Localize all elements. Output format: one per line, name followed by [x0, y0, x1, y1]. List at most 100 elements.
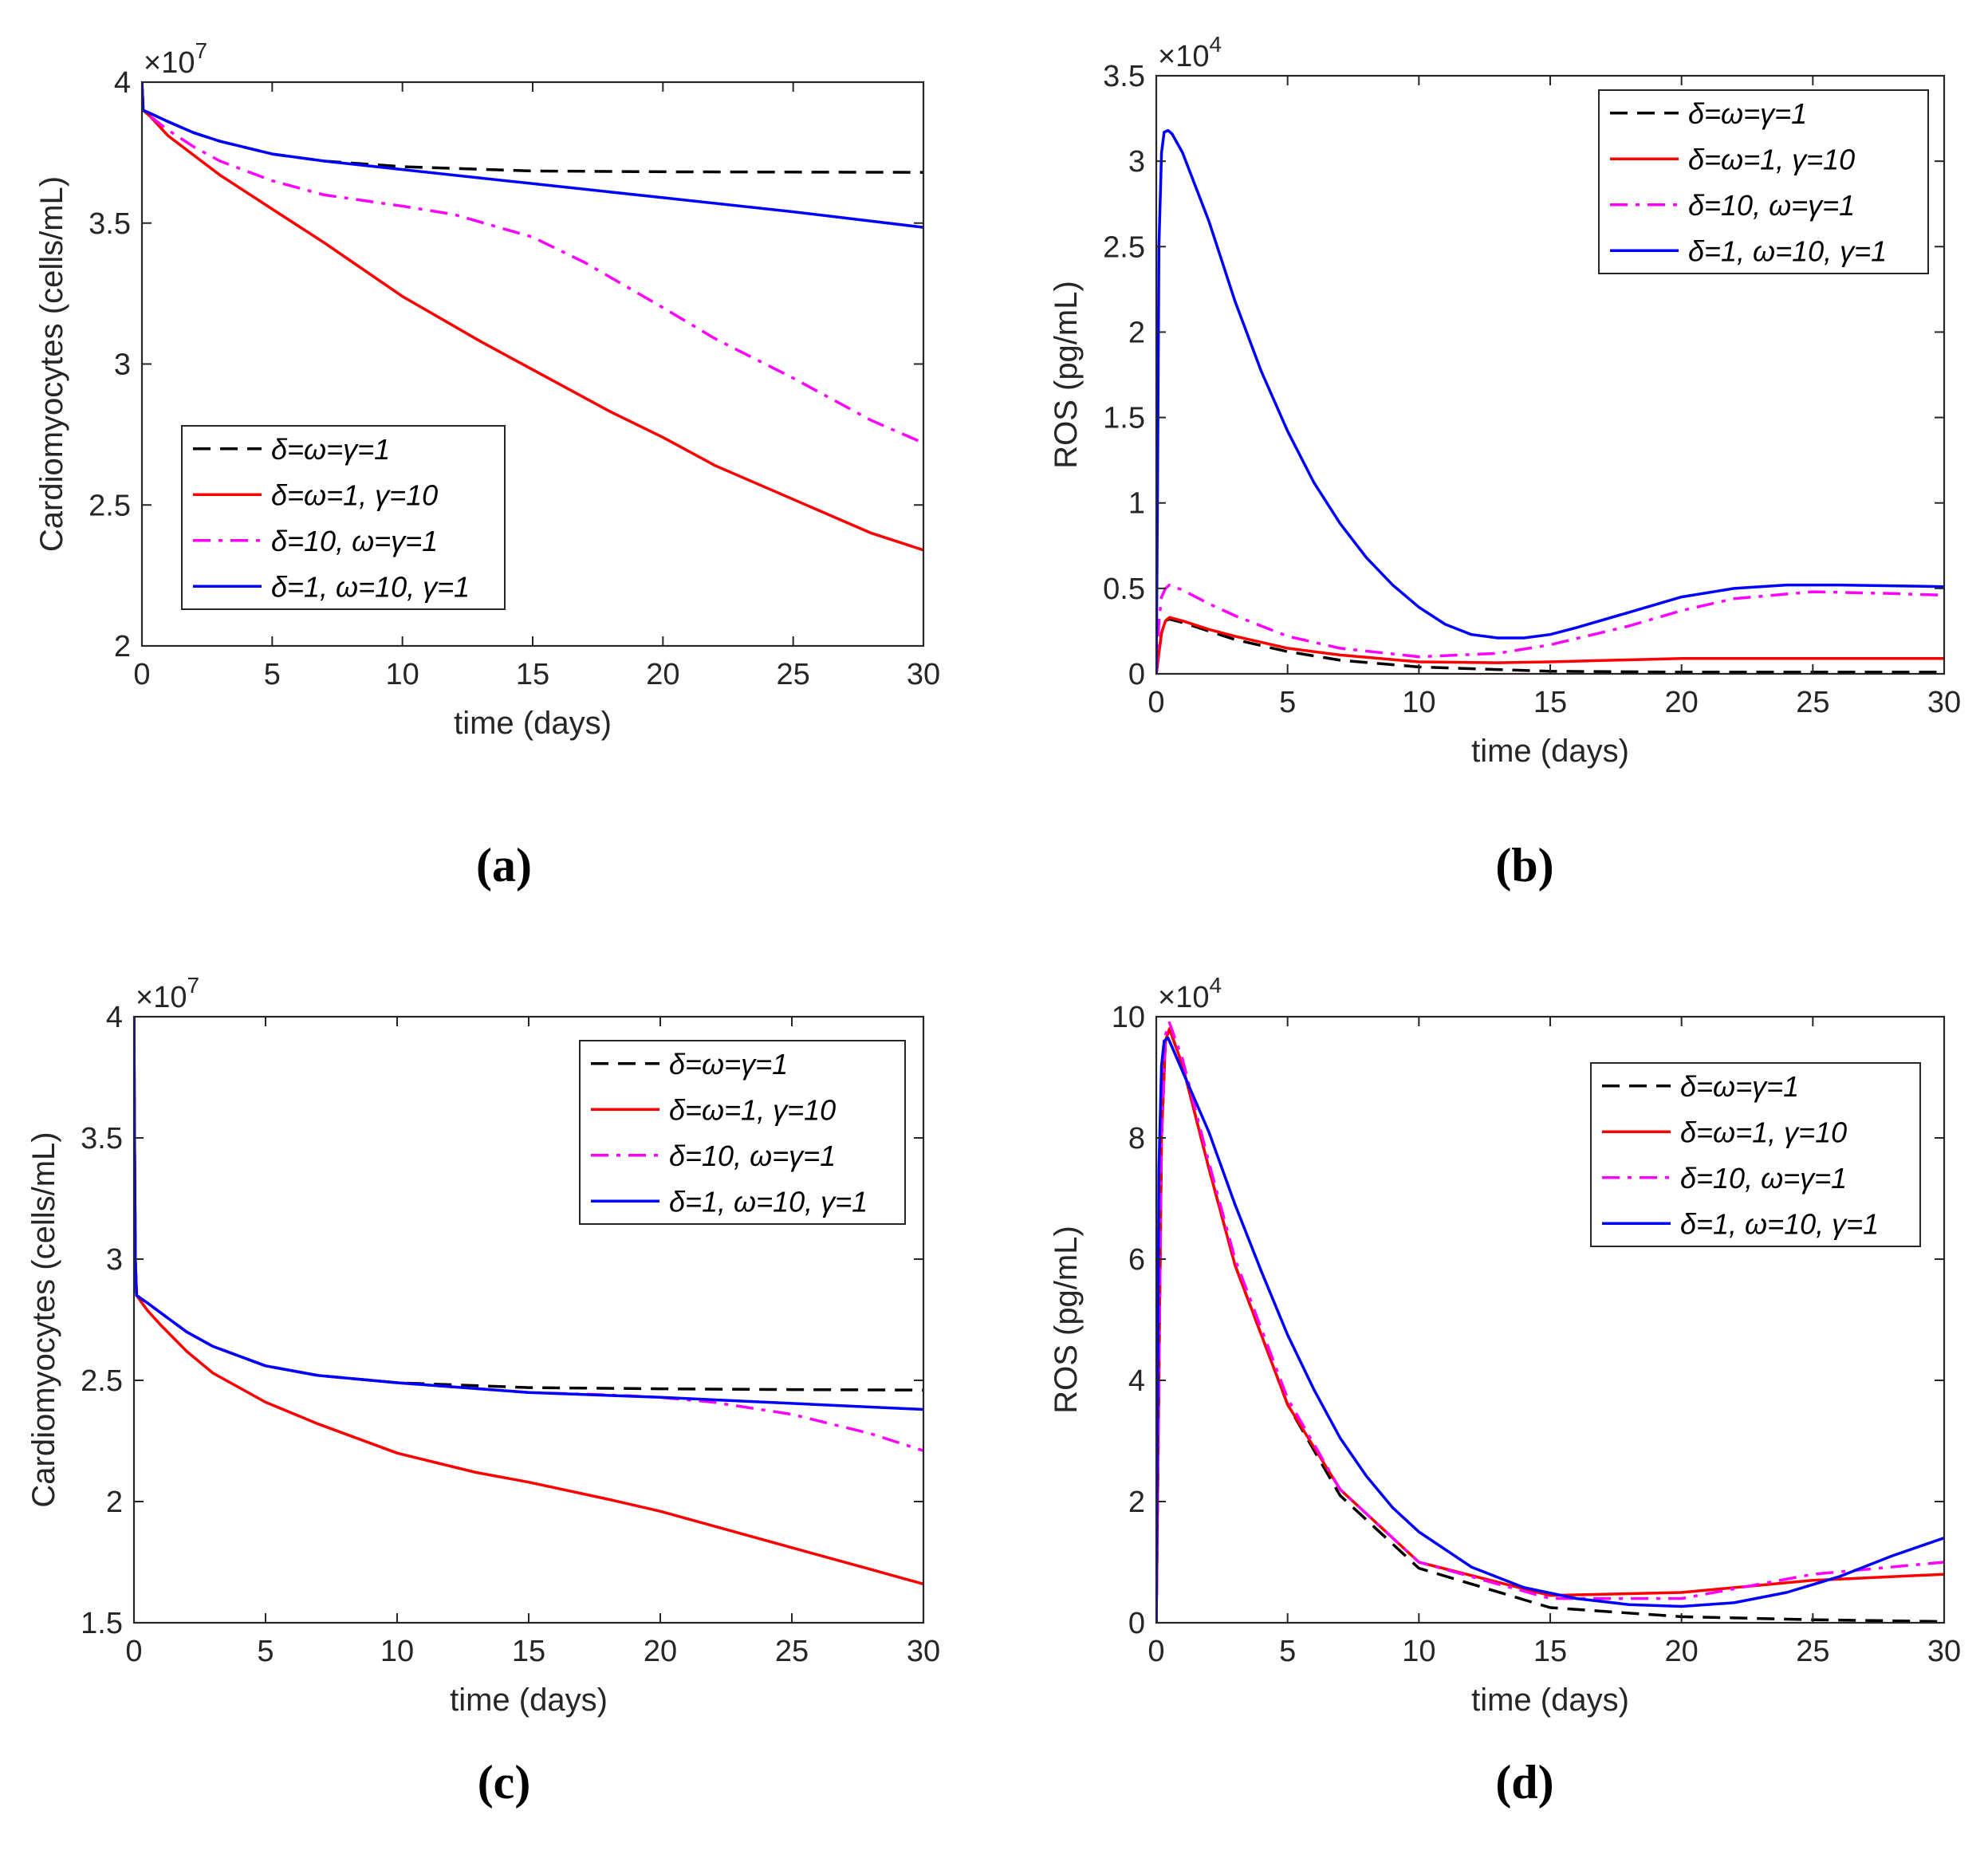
- series-line-4: [142, 82, 923, 229]
- y-exponent-label: ×107: [136, 973, 199, 1014]
- y-axis-label: ROS (pg/mL): [1049, 281, 1084, 469]
- series-group: [1156, 1021, 1944, 1623]
- y-axis-label: Cardiomyocytes (cells/mL): [34, 176, 69, 552]
- panel-a: 0 5 10 15 20 25 30 2 2.5 3 3.5 4 ×107 time (days) Card…: [34, 38, 940, 892]
- x-tick-label: 5: [1279, 686, 1296, 719]
- legend-label-1: δ=ω=γ=1: [669, 1048, 788, 1081]
- x-axis-label: time (days): [1471, 1683, 1629, 1718]
- y-tick-label: 2.5: [81, 1364, 123, 1398]
- legend-label-3: δ=10, ω=γ=1: [1680, 1162, 1847, 1195]
- series-group: [134, 1017, 923, 1586]
- legend-label-1: δ=ω=γ=1: [1680, 1070, 1799, 1103]
- y-tick-label: 2: [106, 1486, 123, 1519]
- series-line-2: [142, 82, 923, 552]
- legend-label-2: δ=ω=1, γ=10: [1688, 143, 1855, 175]
- legend-label-2: δ=ω=1, γ=10: [1680, 1116, 1847, 1148]
- legend-label-1: δ=ω=γ=1: [271, 433, 390, 466]
- y-tick-label: 3.5: [81, 1122, 123, 1155]
- x-tick-label: 30: [907, 658, 940, 691]
- y-tick-label: 2.5: [1103, 230, 1145, 264]
- x-tick-label: 15: [1533, 1635, 1567, 1668]
- legend-label-2: δ=ω=1, γ=10: [669, 1093, 836, 1126]
- legend: δ=ω=γ=1 δ=ω=1, γ=10 δ=10, ω=γ=1 δ=1, ω=10, …: [1590, 1062, 1921, 1247]
- y-tick-label: 2: [1128, 316, 1145, 349]
- series-group: [142, 82, 923, 552]
- panel-label-d: (d): [1495, 1756, 1553, 1809]
- legend-box: [1598, 89, 1929, 274]
- x-tick-label: 15: [512, 1635, 545, 1668]
- legend-label-3: δ=10, ω=γ=1: [1688, 189, 1855, 222]
- legend-label-3: δ=10, ω=γ=1: [271, 525, 438, 557]
- x-axis-label: time (days): [454, 706, 612, 741]
- y-tick-label: 3: [114, 348, 131, 382]
- x-tick-label: 25: [777, 658, 810, 691]
- x-axis-label: time (days): [1471, 734, 1629, 769]
- y-tick-label: 3.5: [89, 207, 131, 241]
- series-line-2: [1156, 1027, 1944, 1623]
- panel-b: 0 5 10 15 20 25 30 0 0.5 1 1.5 2 2.5 3 3.5 ×104 time (da…: [1049, 32, 1961, 892]
- x-tick-label: 30: [1927, 686, 1961, 719]
- legend-label-4: δ=1, ω=10, γ=1: [1688, 234, 1887, 267]
- y-tick-label: 10: [1112, 1001, 1145, 1034]
- series-line-1: [1156, 617, 1944, 674]
- y-tick-label: 2: [1128, 1486, 1145, 1519]
- x-tick-label: 15: [516, 658, 549, 691]
- y-axis-label: ROS (pg/mL): [1049, 1226, 1084, 1414]
- legend-box: [579, 1040, 906, 1225]
- y-tick-label: 4: [106, 1001, 123, 1034]
- x-tick-label: 10: [380, 1635, 414, 1668]
- series-line-4: [1156, 128, 1944, 674]
- x-tick-label: 0: [125, 1635, 142, 1668]
- legend-label-2: δ=ω=1, γ=10: [271, 478, 438, 511]
- series-line-3: [1156, 1021, 1944, 1623]
- y-tick-label: 0.5: [1103, 573, 1145, 606]
- x-tick-label: 15: [1533, 686, 1567, 719]
- x-tick-label: 20: [646, 658, 679, 691]
- x-tick-label: 25: [775, 1635, 809, 1668]
- x-tick-label: 20: [644, 1635, 677, 1668]
- y-exponent-label: ×104: [1158, 32, 1222, 73]
- y-tick-label: 3: [106, 1243, 123, 1277]
- legend: δ=ω=γ=1 δ=ω=1, γ=10 δ=10, ω=γ=1 δ=1, ω=10, …: [579, 1040, 906, 1225]
- y-tick-label: 4: [1128, 1364, 1145, 1398]
- x-tick-label: 25: [1796, 1635, 1829, 1668]
- legend-label-4: δ=1, ω=10, γ=1: [271, 570, 470, 603]
- y-axis-label: Cardiomyocytes (cells/mL): [26, 1132, 61, 1507]
- x-tick-label: 0: [133, 658, 150, 691]
- legend-box: [1590, 1062, 1921, 1247]
- x-tick-label: 30: [907, 1635, 940, 1668]
- legend-label-3: δ=10, ω=γ=1: [669, 1140, 836, 1172]
- panel-label-c: (c): [478, 1756, 531, 1809]
- panel-label-b: (b): [1495, 839, 1553, 892]
- legend-box: [181, 425, 506, 610]
- x-tick-label: 0: [1148, 686, 1164, 719]
- y-tick-label: 1.5: [81, 1607, 123, 1640]
- y-tick-label: 0: [1128, 658, 1145, 691]
- y-exponent-label: ×104: [1158, 973, 1222, 1014]
- x-tick-label: 10: [1402, 686, 1435, 719]
- series-line-3: [142, 82, 923, 445]
- y-tick-label: 3.5: [1103, 60, 1145, 93]
- x-tick-label: 10: [386, 658, 419, 691]
- legend: δ=ω=γ=1 δ=ω=1, γ=10 δ=10, ω=γ=1 δ=1, ω=10, …: [1598, 89, 1929, 274]
- series-line-4: [1156, 1036, 1944, 1623]
- x-tick-label: 10: [1402, 1635, 1435, 1668]
- panel-d: 0 5 10 15 20 25 30 0 2 4 6 8 10 ×104 time (days) ROS (p…: [1049, 973, 1961, 1809]
- panel-c: 0 5 10 15 20 25 30 1.5 2 2.5 3 3.5 4 ×107 time (days) C…: [26, 973, 940, 1809]
- y-tick-label: 1: [1128, 487, 1145, 521]
- legend-label-1: δ=ω=γ=1: [1688, 97, 1807, 130]
- y-tick-label: 2: [114, 630, 131, 663]
- x-tick-label: 0: [1148, 1635, 1164, 1668]
- y-tick-label: 3: [1128, 145, 1145, 179]
- x-tick-label: 30: [1927, 1635, 1961, 1668]
- panel-label-a: (a): [476, 839, 532, 892]
- series-line-2: [1156, 616, 1944, 674]
- x-tick-label: 5: [264, 658, 281, 691]
- y-tick-label: 8: [1128, 1122, 1145, 1155]
- x-tick-label: 20: [1665, 1635, 1699, 1668]
- legend: δ=ω=γ=1 δ=ω=1, γ=10 δ=10, ω=γ=1 δ=1, ω=10, …: [181, 425, 506, 610]
- y-tick-label: 0: [1128, 1607, 1145, 1640]
- x-tick-label: 20: [1665, 686, 1699, 719]
- x-tick-label: 5: [1279, 1635, 1296, 1668]
